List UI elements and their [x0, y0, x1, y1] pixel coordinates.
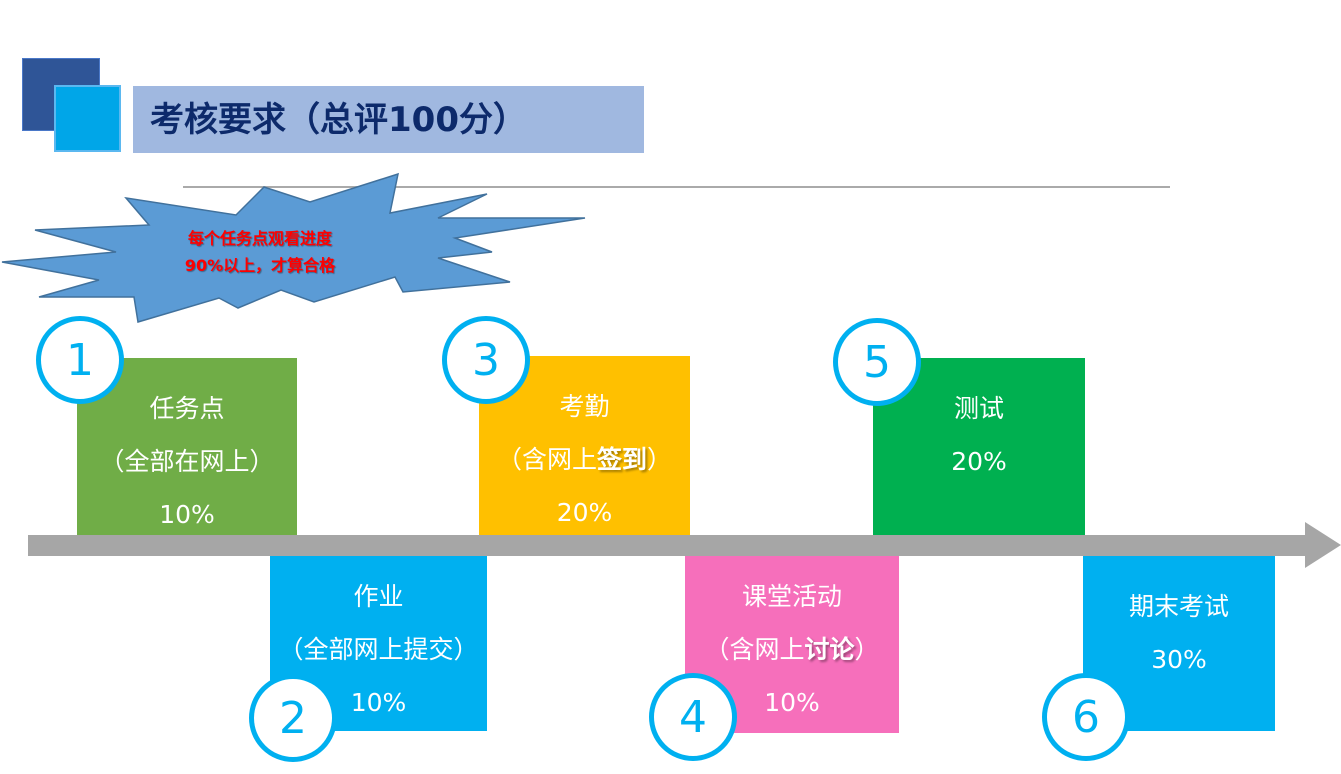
- item-weight: 20%: [951, 447, 1007, 476]
- divider: [183, 186, 1170, 188]
- item-note: （含网上签到）: [497, 433, 672, 486]
- step-number-3: 3: [442, 316, 530, 404]
- item-name: 任务点: [149, 394, 225, 423]
- step-number-6: 6: [1042, 673, 1130, 761]
- step-number-4: 4: [649, 673, 737, 761]
- step-number-5: 5: [833, 318, 921, 406]
- item-note: （全部网上提交）: [278, 635, 479, 664]
- item-note-post: ）: [647, 445, 673, 474]
- item-note: （全部在网上）: [99, 447, 275, 476]
- timeline-arrow: [28, 522, 1341, 568]
- step-number-2: 2: [249, 674, 337, 762]
- item-name: 考勤: [559, 392, 610, 421]
- title-decoration-square-light: [54, 85, 121, 152]
- callout-line-2: 90%以上，才算合格: [184, 256, 336, 275]
- callout-line-1: 每个任务点观看进度: [187, 229, 332, 248]
- item-name: 作业: [353, 582, 404, 611]
- item-note-pre: （含网上: [496, 445, 597, 474]
- callout-text: 每个任务点观看进度 90%以上，才算合格: [140, 225, 380, 279]
- page-title: 考核要求（总评100分）: [150, 100, 527, 140]
- title-bar: [133, 86, 644, 153]
- item-weight: 10%: [159, 500, 215, 529]
- item-weight: 10%: [764, 688, 820, 717]
- item-note: （含网上讨论）: [704, 623, 879, 676]
- item-name: 课堂活动: [741, 582, 842, 611]
- item-box-6: 期末考试 30%: [1083, 556, 1275, 731]
- item-weight: 20%: [556, 498, 613, 527]
- item-weight: 30%: [1151, 645, 1207, 674]
- item-note-post: ）: [854, 635, 880, 664]
- item-note-bold: 讨论: [804, 635, 855, 664]
- item-note-bold: 签到: [596, 445, 647, 474]
- item-name: 期末考试: [1128, 592, 1229, 621]
- item-weight: 10%: [350, 688, 407, 717]
- item-note-pre: （含网上: [704, 635, 805, 664]
- starburst-callout: [1, 172, 586, 323]
- item-name: 测试: [953, 394, 1004, 423]
- step-number-1: 1: [36, 316, 124, 404]
